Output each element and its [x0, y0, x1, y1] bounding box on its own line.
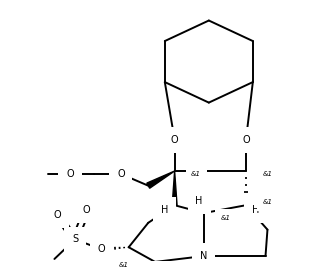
Text: O: O — [117, 169, 125, 179]
Text: O: O — [83, 205, 90, 215]
Text: O: O — [54, 210, 61, 220]
Text: &1: &1 — [262, 199, 272, 205]
Polygon shape — [147, 171, 175, 188]
Text: O: O — [66, 169, 74, 179]
Text: H: H — [195, 196, 203, 206]
Text: &1: &1 — [119, 262, 129, 267]
Text: &1: &1 — [220, 215, 230, 221]
Text: H: H — [252, 205, 259, 215]
Text: S: S — [72, 234, 78, 244]
Text: O: O — [242, 135, 250, 145]
Text: O: O — [171, 135, 178, 145]
Text: N: N — [200, 251, 208, 261]
Text: H: H — [161, 205, 169, 215]
Text: O: O — [98, 244, 105, 254]
Polygon shape — [172, 171, 177, 205]
Text: &1: &1 — [262, 171, 272, 177]
Text: &1: &1 — [191, 171, 201, 177]
